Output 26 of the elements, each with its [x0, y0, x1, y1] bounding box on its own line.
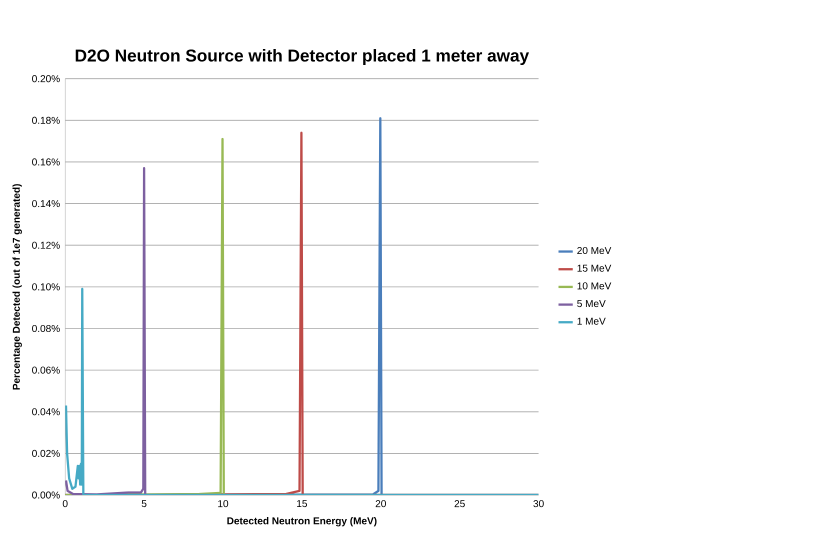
- x-tick-label: 15: [297, 500, 308, 508]
- y-tick-label: 0.00%: [32, 492, 60, 499]
- legend-label: 1 MeV: [578, 318, 606, 325]
- y-tick-label: 0.16%: [32, 158, 60, 166]
- legend-label: 20 MeV: [577, 246, 612, 254]
- y-tick-label: 0.20%: [32, 75, 60, 82]
- y-tick-label: 0.10%: [32, 283, 60, 290]
- y-tick-label: 0.08%: [32, 324, 60, 332]
- x-axis-title: Detected Neutron Energy (MeV): [227, 517, 377, 526]
- x-tick-label: 30: [533, 500, 544, 508]
- chart-title: D2O Neutron Source with Detector placed 1 meter away: [76, 49, 530, 66]
- x-tick-label: 25: [454, 500, 465, 508]
- x-tick-label: 20: [376, 500, 386, 508]
- y-tick-label: 0.18%: [32, 116, 60, 124]
- y-tick-label: 0.04%: [32, 408, 60, 416]
- y-tick-label: 0.02%: [32, 450, 60, 457]
- x-tick-label: 10: [218, 500, 228, 508]
- y-axis-title: Percentage Detected (out of 1e7 generated): [12, 184, 22, 390]
- legend-label: 15 MeV: [578, 264, 612, 272]
- legend-label: 10 MeV: [578, 282, 612, 290]
- y-tick-label: 0.12%: [32, 242, 60, 249]
- x-tick-label: 5: [142, 500, 146, 508]
- legend-label: 5 MeV: [577, 300, 606, 308]
- x-tick-label: 0: [62, 500, 68, 508]
- y-tick-label: 0.06%: [32, 366, 60, 374]
- y-tick-label: 0.14%: [32, 200, 60, 208]
